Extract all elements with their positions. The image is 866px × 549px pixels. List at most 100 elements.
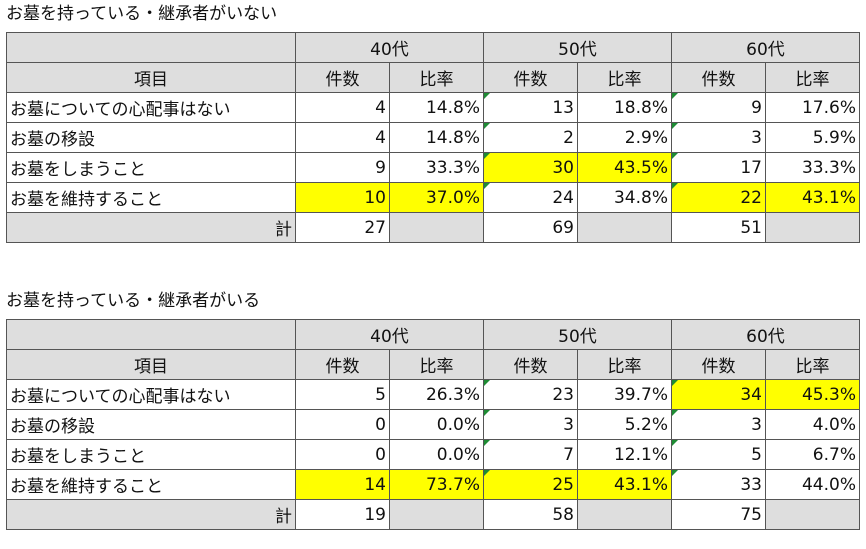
total-count: 58 <box>483 499 578 530</box>
count-cell: 0 <box>295 439 390 470</box>
group-header: 40代 <box>295 32 484 63</box>
total-count: 69 <box>483 212 578 243</box>
ratio-cell: 43.1% <box>765 182 860 213</box>
ratio-cell: 0.0% <box>389 409 484 440</box>
ratio-cell: 5.9% <box>765 122 860 153</box>
ratio-header: 比率 <box>765 349 860 380</box>
table-row: お墓の移設 0 0.0% 3 5.2% 3 4.0% <box>6 409 860 440</box>
ratio-cell: 33.3% <box>765 152 860 183</box>
group-header-row: 40代 50代 60代 <box>6 319 860 350</box>
table-row: お墓の移設 4 14.8% 2 2.9% 3 5.9% <box>6 122 860 153</box>
table2: 40代 50代 60代 項目 件数 比率 件数 比率 件数 比率 お墓についての心配事はない 5 26.… <box>6 319 860 530</box>
count-cell: 23 <box>483 379 578 410</box>
count-cell: 30 <box>483 152 578 183</box>
sub-header-row: 項目 件数 比率 件数 比率 件数 比率 <box>6 349 860 380</box>
count-header: 件数 <box>671 349 766 380</box>
group-header-row: 40代 50代 60代 <box>6 32 860 63</box>
ratio-cell: 39.7% <box>577 379 672 410</box>
row-label: お墓を維持すること <box>6 182 296 213</box>
count-cell: 3 <box>671 409 766 440</box>
count-header: 件数 <box>483 62 578 93</box>
count-cell: 25 <box>483 469 578 500</box>
row-label: お墓の移設 <box>6 409 296 440</box>
count-cell: 5 <box>671 439 766 470</box>
count-header: 件数 <box>671 62 766 93</box>
row-label: お墓についての心配事はない <box>6 92 296 123</box>
table-row: お墓をしまうこと 0 0.0% 7 12.1% 5 6.7% <box>6 439 860 470</box>
count-cell: 10 <box>295 182 390 213</box>
table1-title: お墓を持っている・継承者がいない <box>6 4 278 24</box>
total-empty <box>577 499 672 530</box>
group-header: 60代 <box>671 319 860 350</box>
ratio-cell: 12.1% <box>577 439 672 470</box>
ratio-cell: 73.7% <box>389 469 484 500</box>
count-cell: 33 <box>671 469 766 500</box>
table1: 40代 50代 60代 項目 件数 比率 件数 比率 件数 比率 お墓についての心配事はない 4 14.… <box>6 32 860 243</box>
group-header: 60代 <box>671 32 860 63</box>
table-row: お墓についての心配事はない 4 14.8% 13 18.8% 9 17.6% <box>6 92 860 123</box>
ratio-header: 比率 <box>389 349 484 380</box>
ratio-cell: 34.8% <box>577 182 672 213</box>
count-cell: 9 <box>295 152 390 183</box>
ratio-cell: 44.0% <box>765 469 860 500</box>
count-cell: 14 <box>295 469 390 500</box>
ratio-cell: 33.3% <box>389 152 484 183</box>
count-cell: 7 <box>483 439 578 470</box>
table-row: お墓を維持すること 14 73.7% 25 43.1% 33 44.0% <box>6 469 860 500</box>
ratio-cell: 4.0% <box>765 409 860 440</box>
total-label: 計 <box>6 499 296 530</box>
total-count: 27 <box>295 212 390 243</box>
total-count: 51 <box>671 212 766 243</box>
sub-header-row: 項目 件数 比率 件数 比率 件数 比率 <box>6 62 860 93</box>
ratio-cell: 14.8% <box>389 92 484 123</box>
total-empty <box>389 499 484 530</box>
row-label: お墓をしまうこと <box>6 439 296 470</box>
total-empty <box>389 212 484 243</box>
ratio-header: 比率 <box>765 62 860 93</box>
count-cell: 22 <box>671 182 766 213</box>
table-row: お墓についての心配事はない 5 26.3% 23 39.7% 34 45.3% <box>6 379 860 410</box>
count-cell: 24 <box>483 182 578 213</box>
count-header: 件数 <box>295 62 390 93</box>
corner-cell <box>6 32 296 63</box>
corner-cell <box>6 319 296 350</box>
count-cell: 4 <box>295 122 390 153</box>
ratio-cell: 37.0% <box>389 182 484 213</box>
total-empty <box>577 212 672 243</box>
item-header: 項目 <box>6 62 296 93</box>
ratio-cell: 5.2% <box>577 409 672 440</box>
ratio-header: 比率 <box>577 349 672 380</box>
ratio-cell: 2.9% <box>577 122 672 153</box>
count-cell: 9 <box>671 92 766 123</box>
table-row: お墓を維持すること 10 37.0% 24 34.8% 22 43.1% <box>6 182 860 213</box>
ratio-cell: 43.5% <box>577 152 672 183</box>
ratio-cell: 18.8% <box>577 92 672 123</box>
group-header: 50代 <box>483 319 672 350</box>
item-header: 項目 <box>6 349 296 380</box>
count-cell: 17 <box>671 152 766 183</box>
count-cell: 3 <box>483 409 578 440</box>
row-label: お墓をしまうこと <box>6 152 296 183</box>
count-cell: 0 <box>295 409 390 440</box>
total-empty <box>765 499 860 530</box>
ratio-cell: 26.3% <box>389 379 484 410</box>
total-count: 19 <box>295 499 390 530</box>
ratio-cell: 6.7% <box>765 439 860 470</box>
total-empty <box>765 212 860 243</box>
count-cell: 2 <box>483 122 578 153</box>
total-label: 計 <box>6 212 296 243</box>
table2-title: お墓を持っている・継承者がいる <box>6 291 261 311</box>
ratio-cell: 45.3% <box>765 379 860 410</box>
group-header: 50代 <box>483 32 672 63</box>
total-row: 計 19 58 75 <box>6 499 860 530</box>
count-header: 件数 <box>295 349 390 380</box>
total-row: 計 27 69 51 <box>6 212 860 243</box>
count-cell: 3 <box>671 122 766 153</box>
ratio-cell: 43.1% <box>577 469 672 500</box>
ratio-cell: 0.0% <box>389 439 484 470</box>
ratio-cell: 17.6% <box>765 92 860 123</box>
total-count: 75 <box>671 499 766 530</box>
count-cell: 34 <box>671 379 766 410</box>
count-header: 件数 <box>483 349 578 380</box>
count-cell: 4 <box>295 92 390 123</box>
